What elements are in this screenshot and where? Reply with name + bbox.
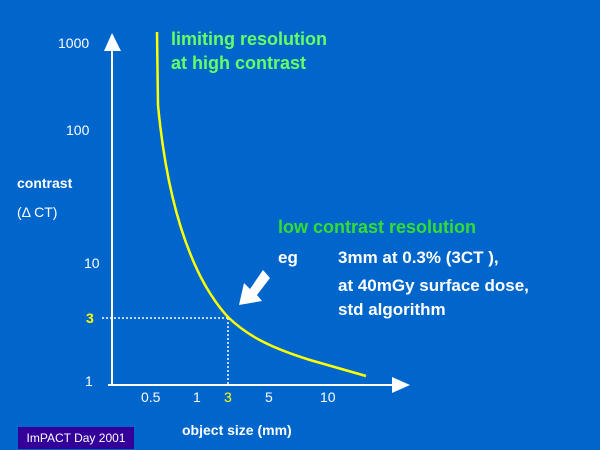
y-tick-100: 100 [66, 122, 90, 138]
y-axis-arrowhead [104, 33, 121, 51]
x-tick-10: 10 [320, 389, 336, 405]
y-tick-1: 1 [85, 373, 93, 389]
x-axis-arrowhead [392, 377, 410, 393]
annotation-eg: eg [278, 248, 298, 267]
series-curve [155, 31, 367, 378]
annotation-detail-2: at 40mGy surface dose, [338, 276, 529, 295]
annotation-detail-1: 3mm at 0.3% (3CT ), [338, 248, 499, 267]
annotation-low-contrast-title: low contrast resolution [278, 217, 477, 237]
y-tick-3: 3 [86, 310, 94, 326]
annotation-high-contrast-line2: at high contrast [171, 53, 307, 73]
y-axis-label-sub: (Δ CT) [17, 204, 58, 220]
x-tick-5: 5 [265, 389, 273, 405]
annotation-high-contrast-line1: limiting resolution [171, 29, 327, 49]
x-tick-3: 3 [224, 389, 232, 405]
y-axis-label: contrast [17, 175, 73, 191]
x-tick-1: 1 [193, 389, 201, 405]
annotation-detail-3: std algorithm [338, 300, 446, 319]
pointer-arrow [239, 270, 270, 305]
y-tick-10: 10 [84, 255, 100, 271]
x-tick-0.5: 0.5 [141, 389, 161, 405]
y-tick-1000: 1000 [58, 35, 90, 51]
footer-label: ImPACT Day 2001 [18, 427, 134, 449]
x-axis-label: object size (mm) [182, 422, 292, 438]
